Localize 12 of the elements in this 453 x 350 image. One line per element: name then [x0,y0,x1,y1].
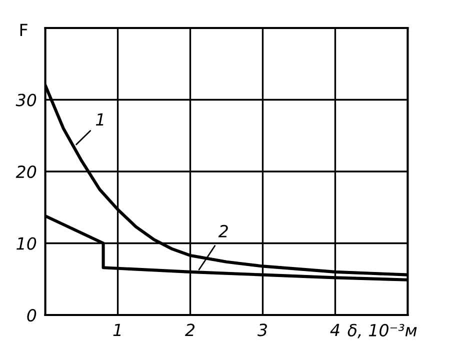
x-tick-label: 3 [257,324,267,336]
annotation: 2 [218,224,228,238]
y-tick-label: 10 [16,237,36,250]
annotation: 1 [96,113,104,126]
x-tick-label: 4 [330,324,340,336]
x-tick-label: 1 [113,324,121,336]
y-axis-title: F [20,24,28,36]
x-axis-title: δ, 10⁻³м [348,324,417,338]
x-tick-label: 2 [185,324,195,336]
y-tick-label: 0 [27,308,36,322]
y-tick-label: 20 [16,165,36,178]
y-tick-label: 30 [16,94,36,106]
